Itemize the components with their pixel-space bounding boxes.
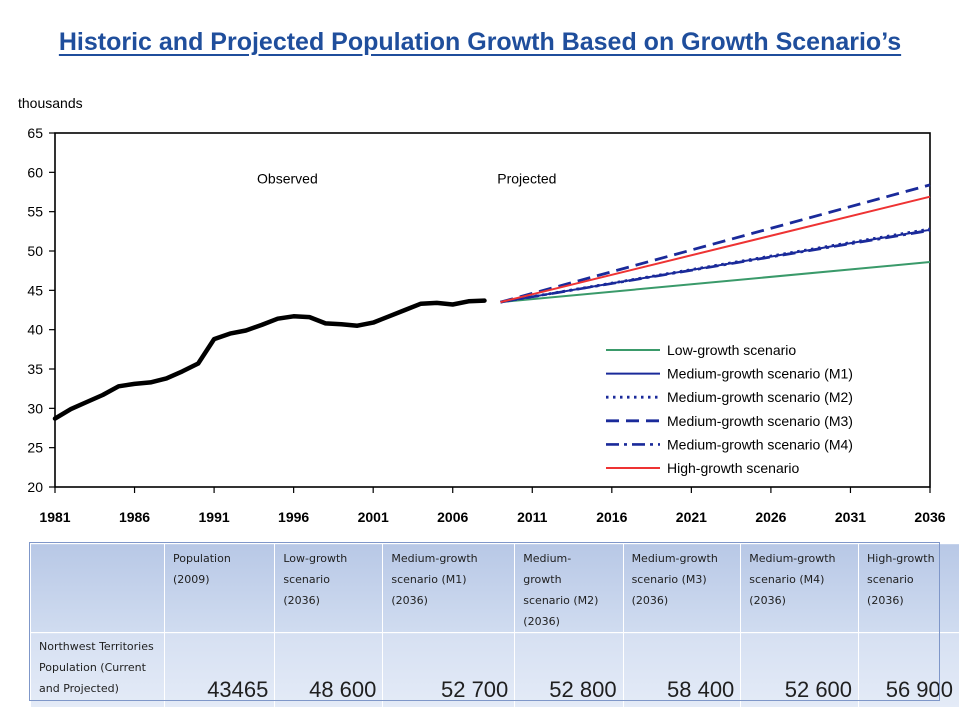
header-line: Population: [173, 552, 231, 565]
header-line: (2036): [283, 594, 320, 607]
page-title: Historic and Projected Population Growth…: [58, 28, 902, 56]
x-tick-label: 2021: [676, 509, 707, 525]
table-header-cell: Medium-growth scenario (M4) (2036): [740, 543, 860, 633]
header-line: Medium-growth: [749, 552, 836, 565]
x-tick-label: 1986: [119, 509, 150, 525]
table-header-cell: Medium-growth scenario (M2) (2036): [514, 543, 624, 633]
table-corner-cell: [30, 543, 165, 633]
header-line: (2009): [173, 573, 210, 586]
y-tick-label: 30: [27, 400, 43, 416]
legend-label: High-growth scenario: [667, 460, 799, 476]
y-tick-label: 25: [27, 440, 43, 456]
y-tick-label: 20: [27, 479, 43, 495]
x-tick-label: 1991: [199, 509, 230, 525]
y-tick-label: 45: [27, 282, 43, 298]
population-line-chart: thousands 20 25 30 35 40 45 50 55 60 65 1981 1986 199…: [18, 95, 946, 525]
legend-label: Medium-growth scenario (M4): [667, 436, 853, 452]
x-tick-label: 2011: [517, 509, 548, 525]
table-header-cell: Medium-growth scenario (M3) (2036): [622, 543, 742, 633]
header-line: growth: [523, 573, 562, 586]
y-tick-label: 50: [27, 243, 43, 259]
table-header-cell: Medium-growth scenario (M1) (2036): [382, 543, 516, 633]
legend-label: Medium-growth scenario (M2): [667, 389, 853, 405]
scenario-series-line-1: [500, 261, 931, 304]
header-line: (2036): [749, 594, 786, 607]
x-tick-label: 2031: [835, 509, 866, 525]
x-tick-label: 2036: [914, 509, 945, 525]
observed-series-line: [52, 298, 487, 421]
observed-annotation: Observed: [257, 170, 318, 186]
y-tick-label: 40: [27, 322, 43, 338]
table-value-cell: 52 700: [382, 632, 516, 708]
header-line: scenario (M1): [391, 573, 467, 586]
scenario-table: Population (2009) Low-growth scenario (2036)…: [30, 543, 960, 708]
header-line: (2036): [523, 615, 560, 628]
y-tick-label: 65: [27, 125, 43, 141]
row-label-line: and Projected): [39, 682, 119, 695]
header-line: (2036): [867, 594, 904, 607]
table-value-cell: 48 600: [274, 632, 384, 708]
row-label-line: Northwest Territories: [39, 640, 154, 653]
x-tick-label: 2006: [437, 509, 468, 525]
header-line: Medium-growth: [391, 552, 478, 565]
header-line: (2036): [631, 594, 669, 607]
table-value-cell: 58 400: [622, 632, 742, 708]
header-line: scenario: [283, 573, 330, 586]
table-value-cell: 43465: [163, 632, 276, 708]
table-header-cell: Low-growth scenario (2036): [274, 543, 384, 633]
scenario-series-line-4: [500, 183, 931, 304]
header-line: High-growth: [867, 552, 935, 565]
table-value-cell: 52 600: [740, 632, 860, 708]
y-unit-label: thousands: [18, 95, 83, 111]
table-value-cell: 56 900: [858, 632, 960, 708]
header-line: Medium-: [523, 552, 572, 565]
header-line: Low-growth: [283, 552, 348, 565]
header-line: scenario (M4): [749, 573, 825, 586]
y-tick-label: 60: [27, 164, 43, 180]
x-tick-label: 1981: [39, 509, 70, 525]
y-tick-label: 35: [27, 361, 43, 377]
row-label-cell: Northwest Territories Population (Current…: [30, 632, 165, 708]
table-header-cell: High-growth scenario (2036): [858, 543, 960, 633]
table-row: Northwest Territories Population (Current…: [30, 632, 960, 708]
header-line: (2036): [391, 594, 428, 607]
x-tick-label: 2001: [358, 509, 389, 525]
legend-label: Medium-growth scenario (M1): [667, 366, 853, 382]
x-tick-label: 2016: [596, 509, 627, 525]
plot-frame: [54, 132, 931, 488]
legend-label: Medium-growth scenario (M3): [667, 413, 853, 429]
header-line: Medium-growth: [631, 552, 718, 565]
projected-annotation: Projected: [497, 170, 556, 186]
table-header-cell: Population (2009): [163, 543, 276, 633]
scenario-series-line-6: [500, 195, 931, 304]
header-line: scenario: [867, 573, 914, 586]
header-line: scenario (M2): [523, 594, 599, 607]
legend-label: Low-growth scenario: [667, 342, 796, 358]
x-tick-label: 2026: [755, 509, 786, 525]
table-header-row: Population (2009) Low-growth scenario (2036)…: [30, 543, 960, 633]
y-tick-label: 55: [27, 204, 43, 220]
header-line: scenario (M3): [631, 573, 707, 586]
table-value-cell: 52 800: [514, 632, 624, 708]
row-label-line: Population (Current: [39, 661, 146, 674]
scenario-series-line-5: [500, 229, 931, 304]
x-tick-label: 1996: [278, 509, 309, 525]
